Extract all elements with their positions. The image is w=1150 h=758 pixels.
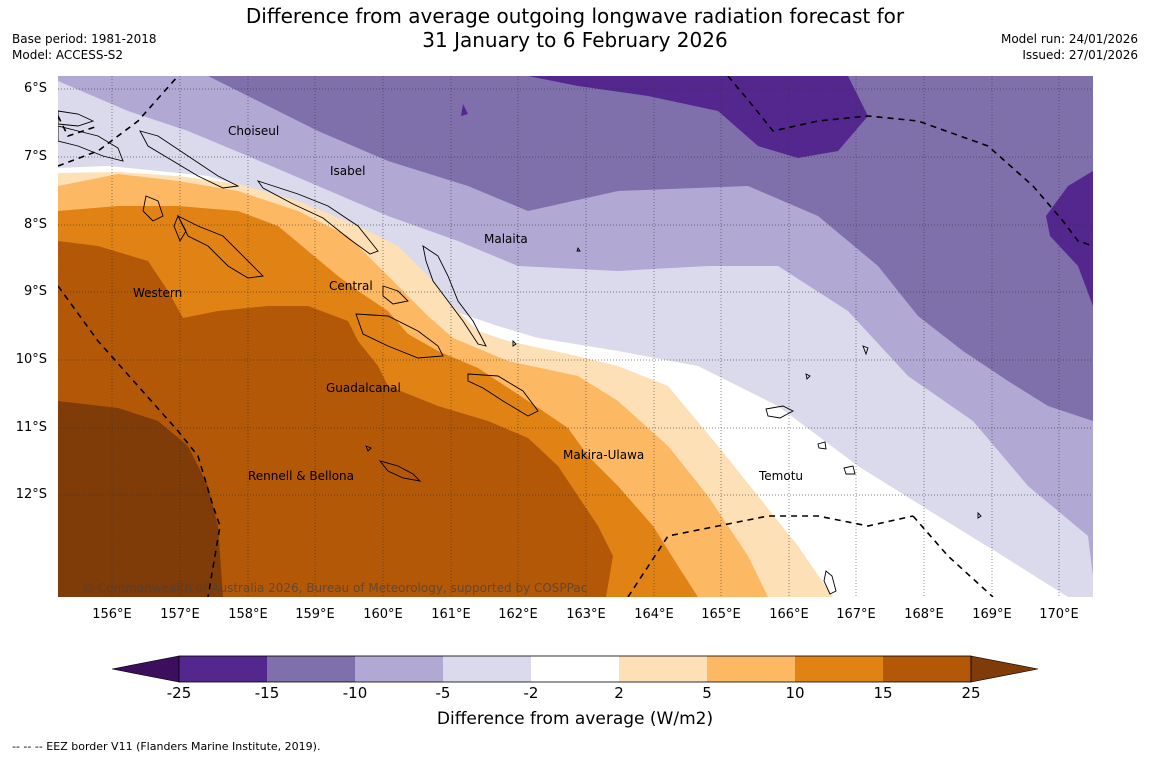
cb-label-10: 25	[961, 684, 981, 702]
label-guadalcanal: Guadalcanal	[326, 381, 401, 395]
island-reef-north	[58, 110, 95, 127]
island-vella-lavella	[142, 195, 164, 222]
colorbar-seg-8	[795, 656, 883, 682]
island-new-georgia	[176, 214, 264, 279]
island-bellona	[365, 445, 372, 452]
band-minus15	[208, 76, 1093, 421]
island-guadalcanal	[355, 313, 444, 359]
lon-label-161e: 161°E	[431, 607, 471, 622]
lat-label-11s: 11°S	[15, 420, 47, 435]
lon-label-166e: 166°E	[769, 607, 809, 622]
model-run-text: Model run: 24/01/2026	[1000, 32, 1138, 46]
island-duff	[805, 373, 811, 380]
island-bougainville	[58, 125, 124, 162]
label-temotu: Temotu	[758, 469, 803, 483]
label-rennell-bellona: Rennell & Bellona	[248, 469, 354, 483]
cb-label-4: -5	[435, 684, 451, 702]
cb-label-2: -15	[254, 684, 280, 702]
island-ranongga	[173, 214, 187, 243]
issued-text: Issued: 27/01/2026	[1022, 48, 1138, 62]
lon-label-167e: 167°E	[836, 607, 876, 622]
cb-label-7: 5	[702, 684, 712, 702]
colorbar-outline	[178, 655, 972, 683]
lon-label-164e: 164°E	[634, 607, 674, 622]
lon-label-157e: 157°E	[160, 607, 200, 622]
lat-label-7s: 7°S	[23, 149, 47, 164]
colorbar-seg-5	[531, 656, 619, 682]
eez-borders	[58, 76, 1093, 597]
lon-label-158e: 158°E	[228, 607, 268, 622]
label-central: Central	[329, 279, 373, 293]
lon-label-168e: 168°E	[904, 607, 944, 622]
label-choiseul: Choiseul	[228, 124, 279, 138]
island-sikaiana	[512, 339, 517, 347]
meta-left: Base period: 1981-2018 Model: ACCESS-S2	[12, 31, 157, 63]
lon-label-156e: 156°E	[92, 607, 132, 622]
island-anuta	[977, 511, 982, 519]
label-malaita: Malaita	[484, 232, 528, 246]
colorbar-seg-9	[883, 656, 971, 682]
colorbar-seg-6	[619, 656, 707, 682]
chart-title: Difference from average outgoing longwav…	[0, 4, 1150, 52]
island-malaita	[422, 245, 487, 347]
lon-label-169e: 169°E	[972, 607, 1012, 622]
colorbar-title: Difference from average (W/m2)	[436, 709, 714, 729]
island-rennell	[378, 460, 422, 482]
island-utupua	[817, 441, 827, 450]
band-minus25-top	[528, 76, 868, 158]
colorbar-seg-above-max	[970, 655, 1039, 683]
map-panel: Choiseul Isabel Malaita Western Central …	[58, 76, 1093, 597]
cb-label-8: 10	[785, 684, 805, 702]
island-santa-cruz	[765, 405, 794, 419]
label-makira-ulawa: Makira-Ulawa	[563, 448, 644, 462]
copyright-text: © Commonwealth of Australia 2026, Bureau…	[82, 581, 587, 595]
colorbar-seg-3	[355, 656, 443, 682]
colorbar-svg	[111, 655, 1039, 683]
label-western: Western	[133, 286, 182, 300]
lat-label-10s: 10°S	[15, 352, 47, 367]
title-line-2: 31 January to 6 February 2026	[422, 28, 728, 52]
region-labels: Choiseul Isabel Malaita Western Central …	[133, 124, 803, 483]
colorbar-seg-2	[267, 656, 355, 682]
band-minus25-right	[1046, 171, 1093, 306]
lon-label-165e: 165°E	[701, 607, 741, 622]
lat-label-9s: 9°S	[23, 284, 47, 299]
colorbar	[111, 650, 1039, 690]
cb-label-6: 2	[614, 684, 624, 702]
cb-label-3: -10	[342, 684, 368, 702]
island-vanikoro	[843, 465, 856, 475]
map-svg: Choiseul Isabel Malaita Western Central …	[58, 76, 1093, 597]
colorbar-seg-7	[707, 656, 795, 682]
island-rotuma	[862, 345, 869, 356]
lon-label-162e: 162°E	[498, 607, 538, 622]
cb-label-5: -2	[523, 684, 539, 702]
colorbar-seg-4	[443, 656, 531, 682]
base-period-text: Base period: 1981-2018	[12, 32, 157, 46]
islands	[58, 110, 982, 595]
lon-label-160e: 160°E	[363, 607, 403, 622]
lat-label-8s: 8°S	[23, 217, 47, 232]
colorbar-seg-below-min	[111, 655, 180, 683]
island-makira	[467, 373, 539, 417]
lat-label-12s: 12°S	[15, 487, 47, 502]
island-isabel	[256, 180, 379, 255]
cb-label-9: 15	[873, 684, 893, 702]
meta-right: Model run: 24/01/2026 Issued: 27/01/2026	[1001, 31, 1138, 63]
lon-label-170e: 170°E	[1039, 607, 1079, 622]
model-text: Model: ACCESS-S2	[12, 48, 124, 62]
colorbar-seg-1	[179, 656, 267, 682]
title-line-1: Difference from average outgoing longwav…	[245, 4, 905, 28]
lon-label-159e: 159°E	[295, 607, 335, 622]
lon-label-163e: 163°E	[566, 607, 606, 622]
lat-label-6s: 6°S	[23, 81, 47, 96]
island-choiseul	[139, 130, 240, 189]
cb-label-1: -25	[166, 684, 192, 702]
eez-footnote: -- -- -- EEZ border V11 (Flanders Marine…	[12, 740, 321, 753]
band-minus25-dot	[461, 104, 468, 116]
island-ontong	[576, 246, 581, 252]
island-central	[382, 285, 409, 305]
band-plus25	[58, 401, 223, 597]
island-vanuatu-north	[823, 570, 837, 595]
label-isabel: Isabel	[330, 164, 365, 178]
